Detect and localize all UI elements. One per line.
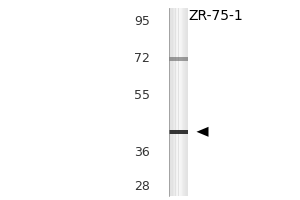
Bar — [186, 8, 187, 196]
Polygon shape — [196, 127, 208, 137]
Bar — [170, 8, 171, 196]
Text: ZR-75-1: ZR-75-1 — [189, 9, 243, 23]
Bar — [179, 8, 180, 196]
Bar — [173, 8, 174, 196]
Bar — [169, 130, 188, 134]
Bar — [176, 8, 177, 196]
Bar — [183, 8, 184, 196]
Bar — [180, 8, 181, 196]
Text: 72: 72 — [134, 52, 150, 65]
Bar — [178, 8, 179, 196]
Text: 95: 95 — [134, 15, 150, 28]
Bar — [174, 8, 175, 196]
Bar — [169, 8, 170, 196]
Bar — [184, 8, 185, 196]
Text: 36: 36 — [134, 146, 150, 159]
Bar — [171, 8, 172, 196]
Bar — [181, 8, 182, 196]
Bar — [185, 8, 186, 196]
Bar — [187, 8, 188, 196]
Bar — [169, 57, 188, 61]
Bar — [182, 8, 183, 196]
Text: 55: 55 — [134, 89, 150, 102]
Bar — [177, 8, 178, 196]
Text: 28: 28 — [134, 180, 150, 193]
Bar — [172, 8, 173, 196]
Bar — [169, 8, 188, 196]
